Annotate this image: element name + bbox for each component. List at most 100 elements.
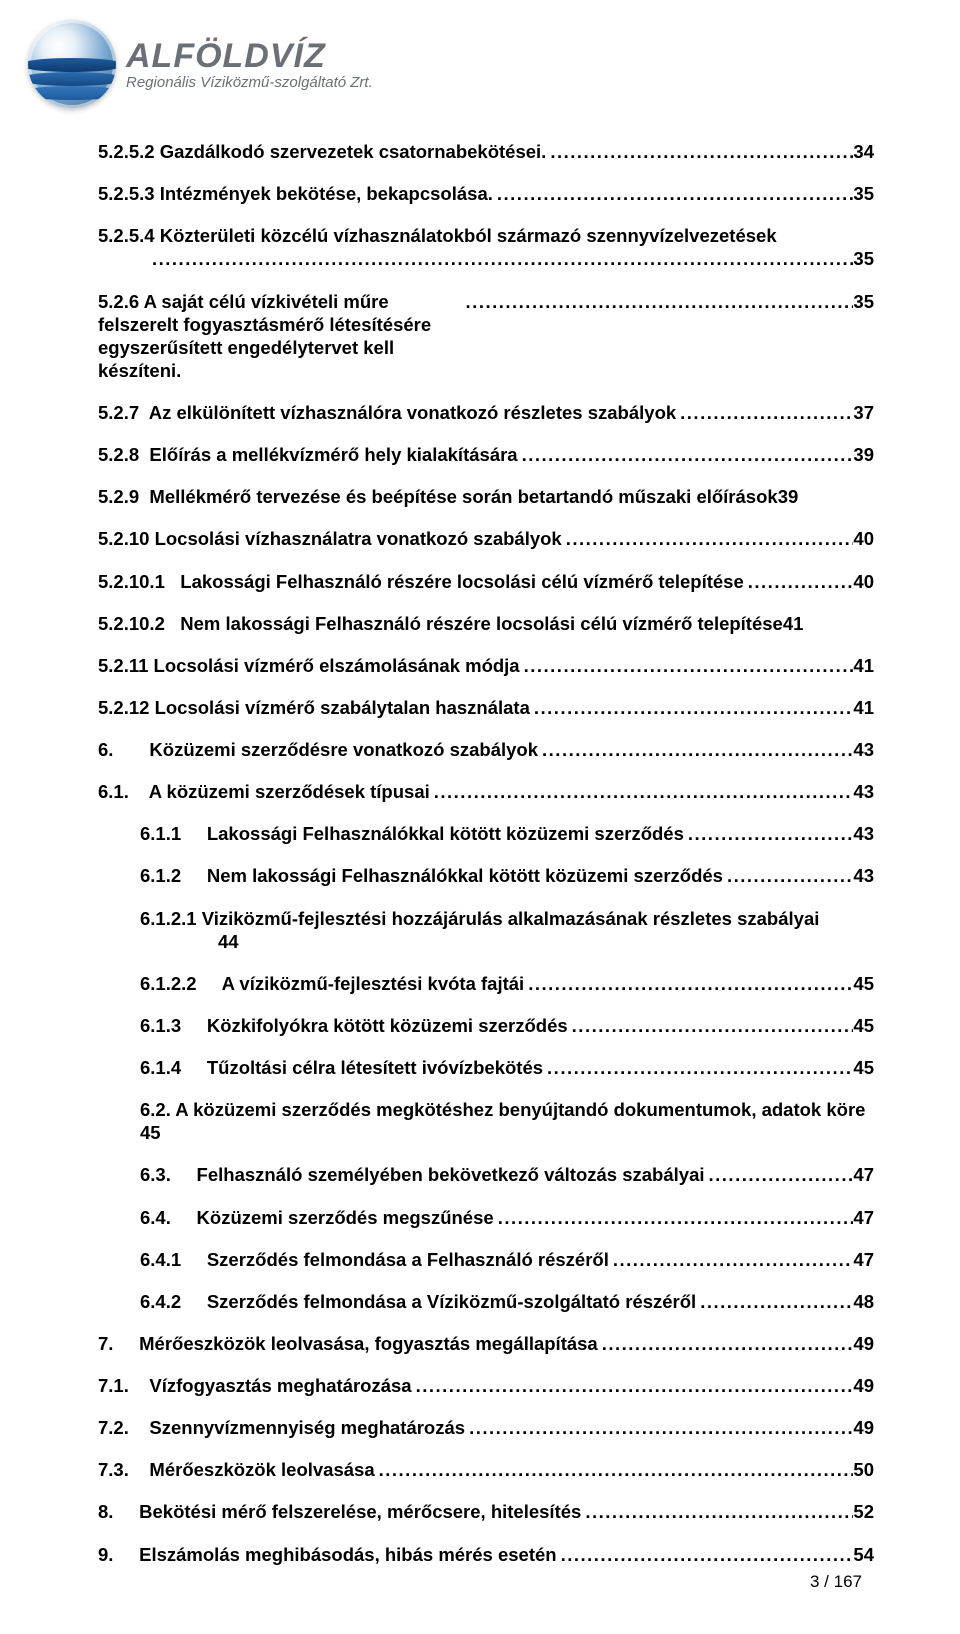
toc-page: 40	[853, 570, 874, 593]
toc-page: 37	[853, 401, 874, 424]
toc-page: 49	[853, 1332, 874, 1355]
toc-page: 40	[853, 527, 874, 550]
toc-page: 43	[853, 822, 874, 845]
toc-entry: 6.4.2 Szerződés felmondása a Víziközmű-s…	[98, 1290, 874, 1313]
toc-entry: 5.2.5.3 Intézmények bekötése, bekapcsolá…	[98, 182, 874, 205]
toc-page: 49	[853, 1374, 874, 1397]
toc-leader	[546, 140, 853, 163]
toc-label: 5.2.10.2 Nem lakossági Felhasználó részé…	[98, 612, 783, 635]
toc-entry: 7. Mérőeszközök leolvasása, fogyasztás m…	[98, 1332, 874, 1355]
toc-label: 6.1.2.2 A víziközmű-fejlesztési kvóta fa…	[140, 972, 524, 995]
toc-leader	[543, 1056, 853, 1079]
toc-label: 5.2.5.2 Gazdálkodó szervezetek csatornab…	[98, 140, 546, 163]
toc-page: 39	[778, 485, 799, 508]
toc-entry: 5.2.6 A saját célú vízkivételi műre fels…	[98, 290, 874, 383]
toc-entry: 6.1.2.2 A víziközmű-fejlesztési kvóta fa…	[98, 972, 874, 995]
toc-leader	[581, 1500, 853, 1523]
toc-leader	[568, 1014, 854, 1037]
toc-leader	[530, 696, 854, 719]
toc-label: 6.3. Felhasználó személyében bekövetkező…	[140, 1163, 705, 1186]
toc-label: 5.2.12 Locsolási vízmérő szabálytalan ha…	[98, 696, 530, 719]
toc-label: 7. Mérőeszközök leolvasása, fogyasztás m…	[98, 1332, 598, 1355]
toc-entry: 5.2.10 Locsolási vízhasználatra vonatkoz…	[98, 527, 874, 550]
toc-entry: 6.4. Közüzemi szerződés megszűnése 47	[98, 1206, 874, 1229]
toc-page: 48	[853, 1290, 874, 1313]
toc-leader	[598, 1332, 854, 1355]
toc-label: 6.1.3 Közkifolyókra kötött közüzemi szer…	[140, 1014, 568, 1037]
brand-logo: ALFÖLDVÍZ Regionális Víziközmű-szolgálta…	[28, 20, 373, 108]
toc-leader	[676, 401, 853, 424]
toc-label: 6.1.4 Tűzoltási célra létesített ivóvízb…	[140, 1056, 543, 1079]
toc-leader	[684, 822, 854, 845]
toc-page: 49	[853, 1416, 874, 1439]
toc-label: 6.1.2.1 Viziközmű-fejlesztési hozzájárul…	[140, 907, 874, 930]
toc-leader	[696, 1290, 853, 1313]
toc-page: 47	[853, 1206, 874, 1229]
toc-label: 6.4.2 Szerződés felmondása a Víziközmű-s…	[140, 1290, 696, 1313]
toc-page: 45	[853, 1056, 874, 1079]
toc-leader	[494, 1206, 854, 1229]
toc-page: 43	[853, 738, 874, 761]
toc-page: 43	[853, 780, 874, 803]
toc-page: 47	[853, 1163, 874, 1186]
toc-label: 5.2.11 Locsolási vízmérő elszámolásának …	[98, 654, 520, 677]
toc-page: 34	[853, 140, 874, 163]
toc-page: 41	[853, 696, 874, 719]
toc-entry: 5.2.8 Előírás a mellékvízmérő hely kiala…	[98, 443, 874, 466]
toc-entry: 5.2.9 Mellékmérő tervezése és beépítése …	[98, 485, 874, 508]
toc-leader	[430, 780, 854, 803]
toc-leader	[562, 527, 854, 550]
toc-leader	[518, 443, 854, 466]
toc-leader	[524, 972, 853, 995]
page-footer: 3 / 167	[810, 1572, 862, 1592]
toc-label: 6.4. Közüzemi szerződés megszűnése	[140, 1206, 494, 1229]
toc-leader	[493, 182, 854, 205]
logo-text: ALFÖLDVÍZ Regionális Víziközmű-szolgálta…	[126, 37, 373, 91]
toc-leader	[538, 738, 853, 761]
table-of-contents: 5.2.5.2 Gazdálkodó szervezetek csatornab…	[98, 140, 874, 1585]
toc-entry: 9. Elszámolás meghibásodás, hibás mérés …	[98, 1543, 874, 1566]
toc-entry: 5.2.5.4 Közterületi közcélú vízhasználat…	[98, 224, 874, 270]
toc-page: 35	[853, 182, 874, 205]
toc-label: 6. Közüzemi szerződésre vonatkozó szabál…	[98, 738, 538, 761]
toc-entry: 5.2.12 Locsolási vízmérő szabálytalan ha…	[98, 696, 874, 719]
toc-entry: 6. Közüzemi szerződésre vonatkozó szabál…	[98, 738, 874, 761]
toc-entry: 6.4.1 Szerződés felmondása a Felhasználó…	[98, 1248, 874, 1271]
toc-label: 5.2.10.1 Lakossági Felhasználó részére l…	[98, 570, 744, 593]
toc-label: 5.2.6 A saját célú vízkivételi műre fels…	[98, 290, 462, 383]
toc-label: 9. Elszámolás meghibásodás, hibás mérés …	[98, 1543, 557, 1566]
toc-label: 8. Bekötési mérő felszerelése, mérőcsere…	[98, 1500, 581, 1523]
toc-page: 39	[853, 443, 874, 466]
toc-entry: 5.2.10.1 Lakossági Felhasználó részére l…	[98, 570, 874, 593]
toc-label: 7.2. Szennyvízmennyiség meghatározás	[98, 1416, 465, 1439]
toc-label: 5.2.5.3 Intézmények bekötése, bekapcsolá…	[98, 182, 493, 205]
toc-label: 6.1.1 Lakossági Felhasználókkal kötött k…	[140, 822, 684, 845]
toc-label: 6.1. A közüzemi szerződések típusai	[98, 780, 430, 803]
toc-entry: 6.1.2.1 Viziközmű-fejlesztési hozzájárul…	[98, 907, 874, 953]
toc-page: 35	[853, 290, 874, 313]
toc-page: 41	[783, 612, 804, 635]
toc-label: 7.3. Mérőeszközök leolvasása	[98, 1458, 375, 1481]
toc-label: 6.4.1 Szerződés felmondása a Felhasználó…	[140, 1248, 609, 1271]
toc-label: 5.2.7 Az elkülönített vízhasználóra vona…	[98, 401, 676, 424]
toc-label: 7.1. Vízfogyasztás meghatározása	[98, 1374, 412, 1397]
toc-entry: 6.1. A közüzemi szerződések típusai 43	[98, 780, 874, 803]
toc-leader	[705, 1163, 854, 1186]
toc-label: 6.1.2 Nem lakossági Felhasználókkal kötö…	[140, 864, 723, 887]
toc-leader	[462, 290, 854, 313]
toc-entry: 5.2.7 Az elkülönített vízhasználóra vona…	[98, 401, 874, 424]
toc-entry: 6.2. A közüzemi szerződés megkötéshez be…	[98, 1098, 874, 1144]
toc-label: 5.2.5.4 Közterületi közcélú vízhasználat…	[98, 224, 874, 247]
toc-page: 45	[853, 972, 874, 995]
toc-leader	[744, 570, 854, 593]
brand-name: ALFÖLDVÍZ	[126, 37, 373, 76]
toc-leader	[412, 1374, 854, 1397]
toc-leader	[520, 654, 854, 677]
toc-page: 44	[140, 930, 874, 953]
toc-leader	[465, 1416, 853, 1439]
toc-page: 50	[853, 1458, 874, 1481]
toc-entry: 6.1.3 Közkifolyókra kötött közüzemi szer…	[98, 1014, 874, 1037]
toc-page: 47	[853, 1248, 874, 1271]
toc-entry: 5.2.5.2 Gazdálkodó szervezetek csatornab…	[98, 140, 874, 163]
toc-leader	[609, 1248, 854, 1271]
